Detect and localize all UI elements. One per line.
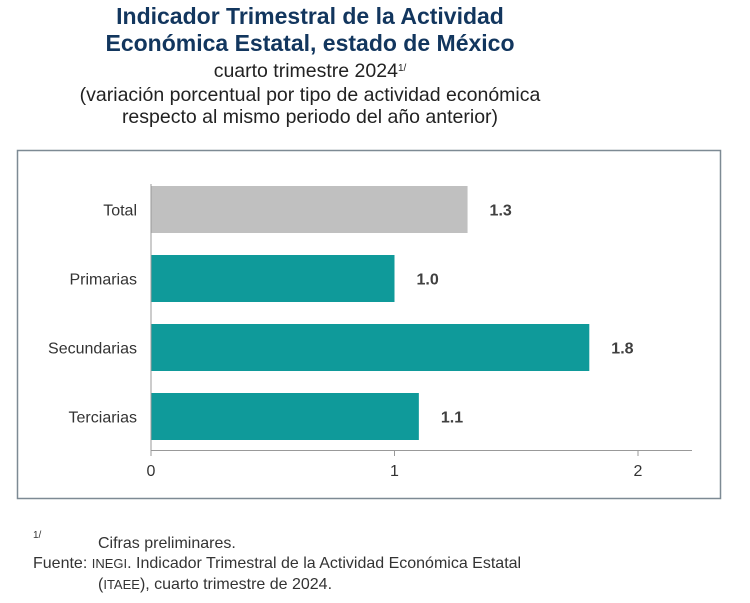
chart-title-line2: Económica Estatal, estado de México <box>105 30 515 56</box>
chart-title-line1: Indicador Trimestral de la Actividad <box>116 3 504 29</box>
data-label: 1.0 <box>417 272 439 289</box>
source-line1: Fuente: INEGI. Indicador Trimestral de l… <box>33 555 521 573</box>
chart-subtitle2-line2: respecto al mismo periodo del año anteri… <box>121 106 499 128</box>
category-label: Total <box>103 203 137 220</box>
subtitle-text: cuarto trimestre 2024 <box>213 60 398 82</box>
footnote-mark: 1/ <box>33 530 42 541</box>
bar-secundarias <box>151 324 590 371</box>
data-label: 1.1 <box>441 410 463 427</box>
footnote-mark: 1/ <box>397 63 407 74</box>
chart-subtitle2-line1: (variación porcentual por tipo de activi… <box>79 84 541 106</box>
x-tick-label: 2 <box>634 463 643 480</box>
source-text: . Indicador Trimestral de la Actividad E… <box>127 555 522 572</box>
source-abbr: ITAEE <box>103 577 140 592</box>
bar-total <box>151 186 468 233</box>
source-org: INEGI <box>91 556 128 571</box>
data-label: 1.3 <box>490 203 512 220</box>
bar-chart: Total 1.3 Primarias 1.0 Secundarias 1.8 Tercia… <box>16 149 722 500</box>
paren: ( <box>98 576 104 593</box>
bar-terciarias <box>151 393 419 440</box>
x-tick-label: 1 <box>390 463 399 480</box>
source-label: Fuente: <box>33 555 88 572</box>
category-label: Primarias <box>69 272 137 289</box>
source-line2: (ITAEE), cuarto trimestre de 2024. <box>98 576 332 594</box>
chart-subtitle: cuarto trimestre 20241/ <box>0 60 620 82</box>
chart-frame <box>16 149 722 500</box>
category-label: Terciarias <box>69 410 137 427</box>
data-label: 1.8 <box>611 341 633 358</box>
x-tick-label: 0 <box>147 463 156 480</box>
source-rest: ), cuarto trimestre de 2024. <box>139 576 333 593</box>
bar-primarias <box>151 255 395 302</box>
footnote-text: Cifras preliminares. <box>98 535 236 552</box>
category-label: Secundarias <box>48 341 137 358</box>
